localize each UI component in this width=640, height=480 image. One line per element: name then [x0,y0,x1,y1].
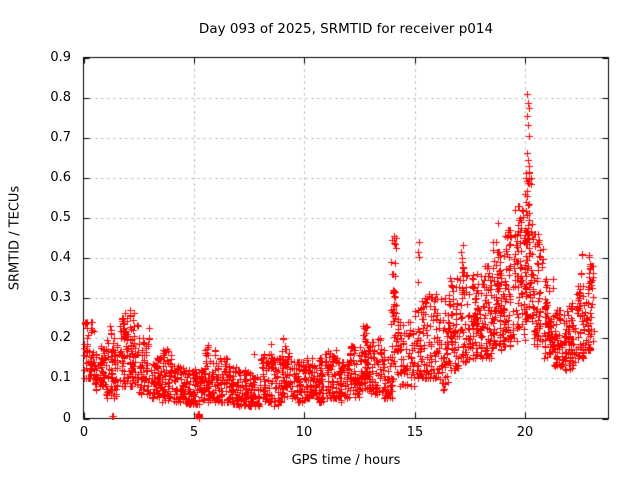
chart-title: Day 093 of 2025, SRMTID for receiver p01… [198,21,494,37]
x-tick-label: 10 [295,425,313,440]
x-tick-label: 20 [516,425,534,440]
y-tick-label: 0.2 [50,330,71,345]
y-tick-label: 0.9 [50,50,71,65]
x-axis-label: GPS time / hours [291,453,401,468]
x-tick-label: 0 [79,425,89,440]
y-tick-label: 0.6 [50,170,71,185]
y-tick-label: 0.1 [50,370,71,385]
y-tick-label: 0.5 [50,210,71,225]
y-tick-label: 0.4 [50,250,71,265]
y-tick-label: 0.3 [50,290,71,305]
x-tick-label: 15 [406,425,424,440]
y-tick-label: 0 [62,411,71,426]
x-tick-label: 5 [189,425,199,440]
y-axis-label: SRMTID / TECUs [7,185,23,291]
y-tick-label: 0.7 [50,130,71,145]
y-tick-label: 0.8 [50,90,71,105]
